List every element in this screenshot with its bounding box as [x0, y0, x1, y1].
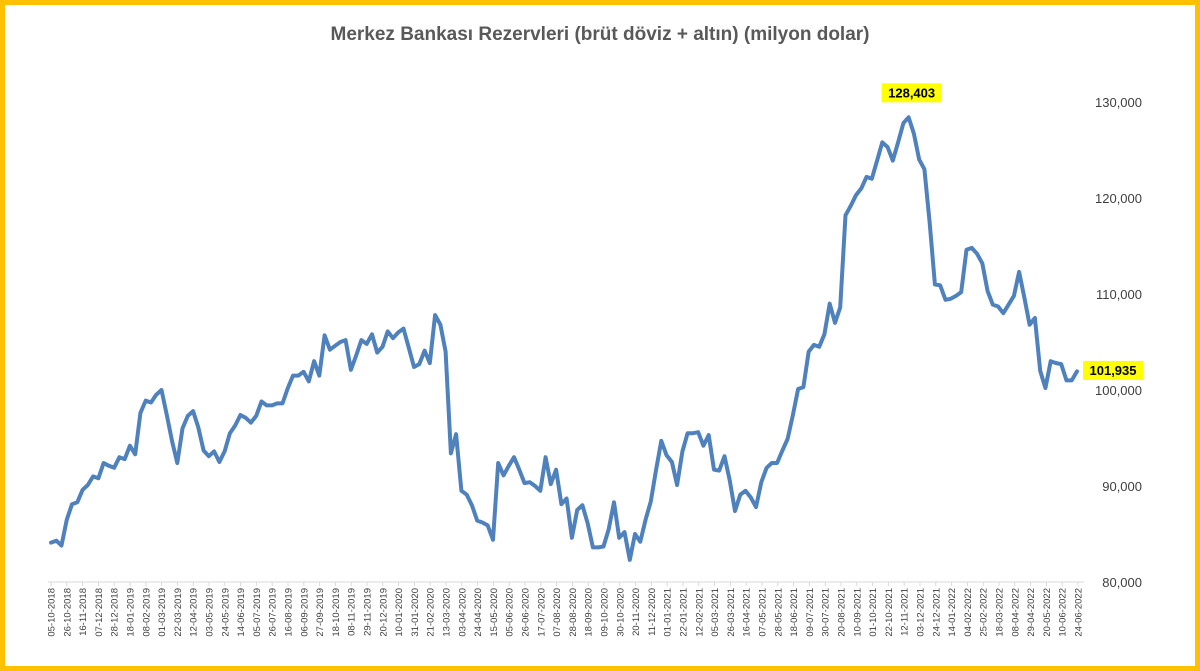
x-tick-label: 26-07-2019: [268, 588, 279, 637]
x-tick-label: 04-02-2022: [963, 588, 974, 637]
x-tick-label: 30-07-2021: [821, 588, 832, 637]
x-tick-label: 18-01-2019: [126, 588, 137, 637]
x-tick-label: 20-05-2022: [1042, 588, 1053, 637]
x-tick-label: 03-12-2021: [916, 588, 927, 637]
x-tick-label: 28-12-2018: [110, 588, 121, 637]
chart-title: Merkez Bankası Rezervleri (brüt döviz + …: [330, 24, 870, 45]
x-tick-label: 13-03-2020: [442, 588, 453, 637]
x-tick-label: 22-10-2021: [884, 588, 895, 637]
x-tick-label: 14-01-2022: [947, 588, 958, 637]
y-tick-label: 100,000: [1095, 383, 1142, 398]
x-tick-label: 31-01-2020: [410, 588, 421, 637]
x-tick-label: 18-06-2021: [789, 588, 800, 637]
x-tick-label: 18-10-2019: [331, 588, 342, 637]
x-tick-label: 08-04-2022: [1010, 588, 1021, 637]
x-tick-label: 09-07-2021: [805, 588, 816, 637]
x-tick-label: 05-07-2019: [252, 588, 263, 637]
x-tick-label: 16-04-2021: [742, 588, 753, 637]
data-label: 128,403: [888, 85, 935, 100]
x-tick-label: 26-06-2020: [521, 588, 532, 637]
x-tick-label: 12-04-2019: [189, 588, 200, 637]
x-tick-label: 24-04-2020: [473, 588, 484, 637]
x-tick-label: 03-05-2019: [205, 588, 216, 637]
x-tick-label: 26-10-2018: [62, 588, 73, 637]
x-tick-label: 01-03-2019: [157, 588, 168, 637]
x-tick-label: 06-09-2019: [299, 588, 310, 637]
x-tick-label: 27-09-2019: [315, 588, 326, 637]
x-tick-label: 11-12-2020: [647, 588, 658, 636]
x-tick-label: 10-01-2020: [394, 588, 405, 637]
x-tick-label: 01-01-2021: [663, 588, 674, 637]
x-tick-label: 14-06-2019: [236, 588, 247, 637]
y-tick-label: 110,000: [1096, 287, 1142, 302]
x-tick-label: 12-02-2021: [694, 588, 705, 637]
x-tick-label: 07-05-2021: [758, 588, 769, 637]
x-tick-label: 07-12-2018: [94, 588, 105, 637]
x-tick-label: 24-06-2022: [1074, 588, 1085, 637]
series-line: [49, 115, 1079, 562]
x-tick-label: 08-11-2019: [347, 588, 358, 636]
x-tick-label: 05-10-2018: [47, 588, 58, 637]
x-tick-label: 22-03-2019: [173, 588, 184, 637]
x-tick-label: 05-06-2020: [505, 588, 516, 637]
x-tick-label: 09-10-2020: [600, 588, 611, 637]
x-tick-label: 28-05-2021: [773, 588, 784, 637]
x-tick-label: 18-09-2020: [584, 588, 595, 637]
y-tick-label: 130,000: [1095, 95, 1142, 110]
x-tick-label: 01-10-2021: [868, 588, 879, 637]
x-tick-label: 20-12-2019: [378, 588, 389, 637]
x-tick-label: 10-09-2021: [852, 588, 863, 637]
x-tick-label: 18-03-2022: [995, 588, 1006, 637]
x-tick-label: 17-07-2020: [536, 588, 547, 637]
x-tick-label: 24-12-2021: [931, 588, 942, 637]
x-tick-label: 20-08-2021: [837, 588, 848, 637]
x-tick-label: 21-02-2020: [426, 588, 437, 637]
x-tick-label: 16-11-2018: [78, 588, 89, 636]
x-tick-label: 03-04-2020: [457, 588, 468, 637]
x-tick-label: 30-10-2020: [615, 588, 626, 637]
x-tick-label: 15-05-2020: [489, 588, 500, 637]
y-tick-label: 80,000: [1102, 575, 1142, 590]
data-label-highlight: [881, 83, 942, 103]
x-tick-label: 05-03-2021: [710, 588, 721, 637]
x-tick-label: 07-08-2020: [552, 588, 563, 637]
data-label: 101,935: [1090, 363, 1137, 378]
data-label-highlight: [1083, 360, 1143, 380]
x-tick-label: 16-08-2019: [284, 588, 295, 637]
x-tick-label: 08-02-2019: [141, 588, 152, 637]
x-tick-label: 29-11-2019: [363, 588, 374, 636]
x-tick-label: 12-11-2021: [900, 588, 911, 636]
x-tick-label: 22-01-2021: [679, 588, 690, 637]
y-tick-label: 120,000: [1095, 191, 1142, 206]
x-tick-label: 29-04-2022: [1026, 588, 1037, 637]
x-tick-label: 10-06-2022: [1058, 588, 1069, 637]
x-tick-label: 25-02-2022: [979, 588, 990, 637]
x-tick-label: 20-11-2020: [631, 588, 642, 636]
x-tick-label: 26-03-2021: [726, 588, 737, 637]
x-tick-label: 24-05-2019: [220, 588, 231, 637]
y-tick-label: 90,000: [1102, 479, 1142, 494]
x-tick-label: 28-08-2020: [568, 588, 579, 637]
